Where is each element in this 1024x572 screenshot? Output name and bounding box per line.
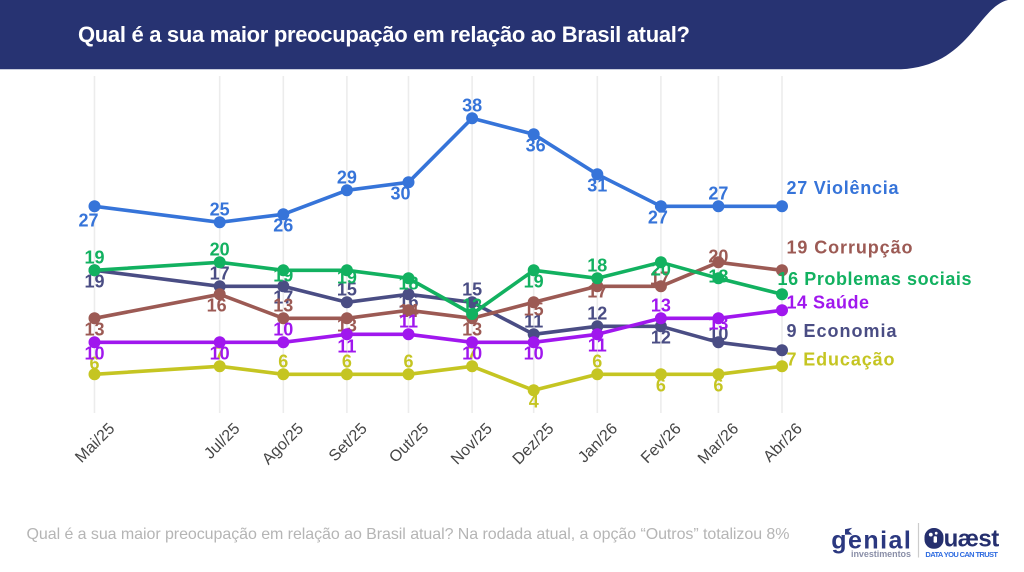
svg-text:10: 10: [462, 343, 482, 363]
svg-text:7: 7: [467, 343, 477, 363]
svg-text:17: 17: [210, 263, 230, 283]
svg-text:13: 13: [651, 295, 671, 315]
svg-text:Qual é a sua maior preocupação: Qual é a sua maior preocupação em relaçã…: [27, 526, 790, 543]
svg-text:7 Educação: 7 Educação: [787, 349, 895, 369]
svg-text:9 Economia: 9 Economia: [787, 321, 898, 341]
svg-text:27: 27: [648, 207, 668, 227]
svg-text:14 Saúde: 14 Saúde: [787, 293, 870, 313]
svg-text:Fev/26: Fev/26: [638, 420, 685, 467]
svg-text:29: 29: [337, 167, 357, 187]
svg-text:26: 26: [273, 215, 293, 235]
svg-text:30: 30: [390, 183, 410, 203]
svg-text:6: 6: [342, 351, 352, 371]
svg-text:38: 38: [462, 95, 482, 115]
svg-text:4: 4: [529, 391, 539, 411]
svg-text:6: 6: [403, 351, 413, 371]
svg-text:19 Corrupção: 19 Corrupção: [787, 238, 913, 258]
svg-text:13: 13: [84, 319, 104, 339]
svg-text:6: 6: [656, 375, 666, 395]
svg-text:16: 16: [207, 295, 227, 315]
svg-text:DATA YOU CAN TRUST: DATA YOU CAN TRUST: [925, 550, 998, 559]
svg-text:10: 10: [210, 343, 230, 363]
svg-text:27: 27: [78, 210, 98, 230]
svg-text:12: 12: [587, 303, 607, 323]
svg-text:16 Problemas sociais: 16 Problemas sociais: [778, 269, 972, 289]
svg-text:17: 17: [273, 287, 293, 307]
svg-text:7: 7: [215, 343, 225, 363]
svg-text:11: 11: [588, 335, 607, 355]
svg-text:Ago/25: Ago/25: [259, 420, 307, 468]
svg-text:27: 27: [708, 183, 728, 203]
svg-text:investimentos: investimentos: [851, 549, 911, 559]
svg-text:6: 6: [89, 353, 99, 373]
svg-text:13: 13: [273, 295, 293, 315]
svg-text:19: 19: [524, 271, 544, 291]
svg-text:13: 13: [462, 295, 482, 315]
svg-text:10: 10: [273, 319, 293, 339]
svg-text:6: 6: [713, 375, 723, 395]
svg-text:Mar/26: Mar/26: [695, 420, 742, 467]
svg-text:13: 13: [462, 319, 482, 339]
svg-text:31: 31: [587, 175, 607, 195]
svg-text:19: 19: [84, 247, 104, 267]
svg-text:10: 10: [84, 343, 104, 363]
svg-text:15: 15: [337, 279, 357, 299]
svg-text:20: 20: [210, 239, 230, 259]
svg-text:25: 25: [210, 199, 230, 219]
svg-text:15: 15: [462, 279, 482, 299]
svg-text:6: 6: [592, 351, 602, 371]
svg-text:Out/25: Out/25: [386, 420, 432, 466]
svg-text:11: 11: [399, 311, 418, 331]
svg-text:Abr/26: Abr/26: [760, 420, 805, 465]
svg-text:6: 6: [278, 351, 288, 371]
svg-text:Jul/25: Jul/25: [201, 420, 243, 462]
svg-text:36: 36: [526, 135, 546, 155]
svg-text:18: 18: [587, 255, 607, 275]
svg-text:10: 10: [524, 343, 544, 363]
svg-text:uæst: uæst: [944, 526, 1000, 553]
svg-text:Jan/26: Jan/26: [575, 420, 621, 466]
svg-text:11: 11: [524, 311, 543, 331]
svg-text:27 Violência: 27 Violência: [787, 178, 900, 198]
svg-text:11: 11: [337, 336, 356, 356]
svg-text:Set/25: Set/25: [326, 420, 371, 465]
svg-text:Mai/25: Mai/25: [72, 420, 118, 466]
svg-text:genial: genial: [831, 527, 911, 555]
svg-text:Nov/25: Nov/25: [448, 420, 496, 468]
svg-text:Qual é a sua maior preocupação: Qual é a sua maior preocupação em relaçã…: [78, 22, 690, 47]
svg-text:19: 19: [84, 271, 104, 291]
svg-text:Dez/25: Dez/25: [510, 420, 558, 468]
svg-text:12: 12: [651, 327, 671, 347]
